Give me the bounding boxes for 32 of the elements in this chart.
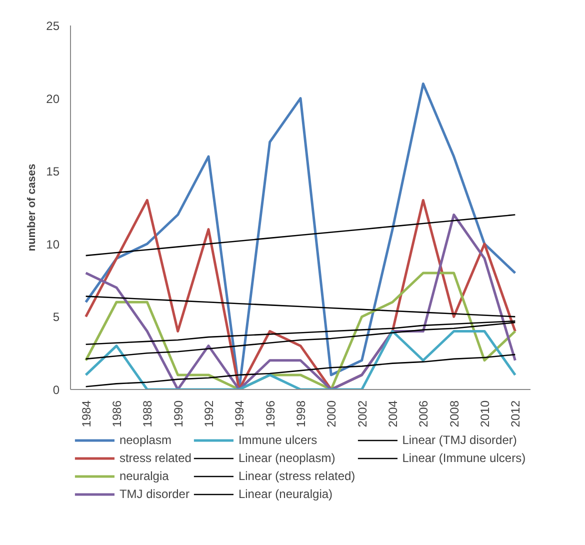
y-tick-label: 25 (46, 19, 60, 33)
x-tick-label: 1994 (232, 400, 247, 428)
x-tick-label: 1992 (202, 400, 216, 428)
legend-label: stress related (119, 450, 192, 466)
x-tick-label: 2008 (447, 400, 462, 428)
x-tick-label: 1984 (79, 400, 94, 428)
legend-label: Linear (TMJ disorder) (402, 432, 517, 448)
legend-label: Linear (stress related) (238, 468, 356, 484)
legend-label: neuralgia (119, 468, 169, 484)
y-tick-label: 20 (46, 92, 60, 106)
x-tick-label: 1988 (140, 400, 155, 428)
legend-label: Linear (neuralgia) (238, 486, 333, 502)
y-tick-label: 10 (46, 237, 60, 252)
x-tick-label: 1986 (110, 400, 124, 428)
y-axis-title: number of cases (26, 164, 38, 252)
legend-label: Linear (Immune ulcers) (402, 450, 526, 466)
x-tick-label: 2002 (355, 400, 370, 428)
y-tick-label: 15 (46, 164, 60, 179)
x-tick-label: 1996 (263, 400, 278, 428)
x-tick-label: 2004 (386, 400, 400, 428)
x-tick-label: 2012 (508, 400, 523, 428)
x-tick-label: 2000 (324, 400, 339, 428)
legend-label: Linear (neoplasm) (238, 450, 336, 466)
x-tick-label: 1998 (294, 400, 308, 428)
x-tick-label: 2010 (478, 400, 492, 428)
x-tick-label: 1990 (171, 400, 186, 428)
legend-label: Immune ulcers (238, 432, 318, 448)
x-tick-label: 2006 (416, 400, 431, 428)
y-tick-label: 5 (52, 310, 60, 324)
y-tick-label: 0 (52, 383, 60, 397)
legend-label: TMJ disorder (119, 486, 190, 502)
legend-label: neoplasm (119, 432, 172, 448)
